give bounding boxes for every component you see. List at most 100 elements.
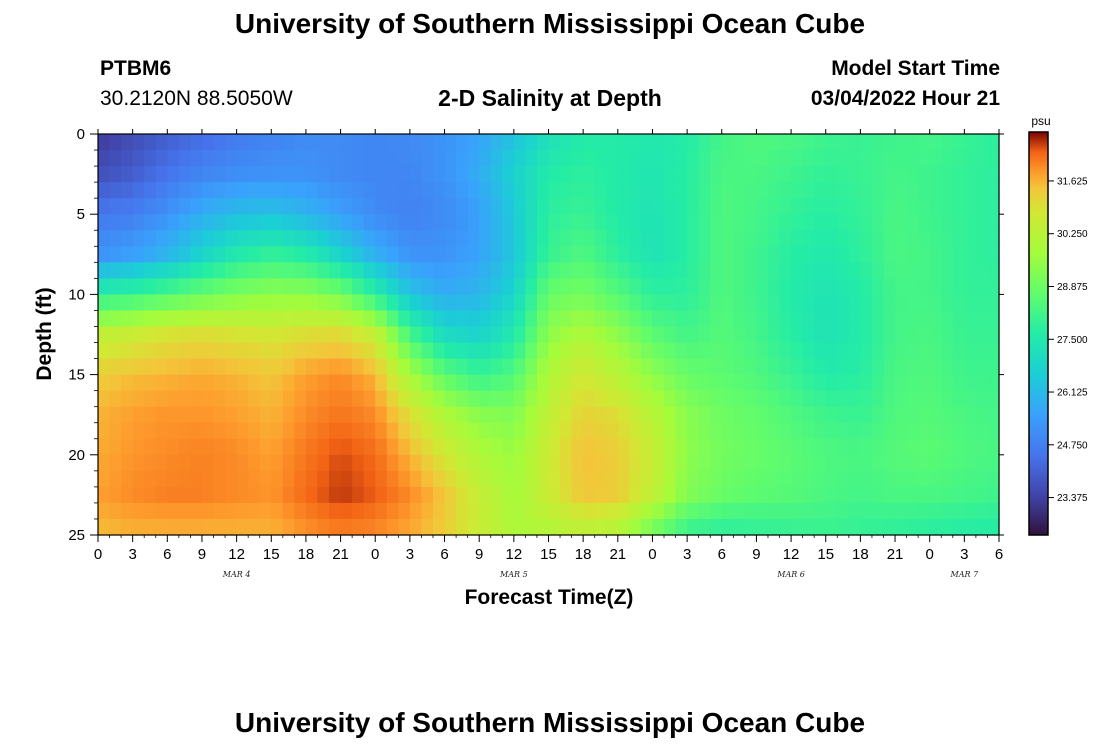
heatmap-cell [352,406,365,424]
x-tick-label: 9 [752,546,760,563]
heatmap-cell [814,310,827,328]
heatmap-cell [802,182,815,199]
heatmap-cell [571,454,584,472]
heatmap-cell [721,230,734,247]
heatmap-cell [871,454,885,472]
heatmap-cell [721,422,734,440]
heatmap-cell [386,438,399,456]
heatmap-cell [594,262,607,279]
heatmap-cell [467,262,480,279]
heatmap-cell [664,454,677,472]
heatmap-cell [201,342,215,360]
heatmap-cell [675,518,688,536]
heatmap-cell [767,390,781,408]
heatmap-cell [201,310,215,328]
heatmap-cell [155,262,168,279]
heatmap-cell [952,214,965,231]
heatmap-cell [675,230,688,247]
heatmap-cell [421,166,434,183]
heatmap-cell [236,310,249,328]
heatmap-cell [941,134,954,151]
heatmap-cell [329,342,342,360]
heatmap-cell [340,294,353,312]
heatmap-cell [698,374,711,392]
heatmap-cell [987,150,1000,167]
heatmap-cell [375,438,388,456]
heatmap-cell [502,486,515,504]
plot-title: 2-D Salinity at Depth [438,85,662,111]
heatmap-cell [791,214,804,231]
heatmap-cell [490,166,503,183]
heatmap-cell [317,150,330,167]
heatmap-cell [710,150,723,167]
heatmap-cell [871,278,885,295]
heatmap-cell [409,374,423,392]
heatmap-cell [225,358,238,376]
heatmap-cell [583,342,596,360]
heatmap-cell [167,294,180,312]
heatmap-cell [733,214,746,231]
heatmap-cell [918,262,931,279]
heatmap-cell [536,230,550,247]
heatmap-cell [733,342,746,360]
x-tick-label: 21 [332,546,349,563]
heatmap-cell [918,230,931,247]
heatmap-cell [802,262,815,279]
heatmap-cell [398,278,411,295]
heatmap-cell [340,518,353,536]
heatmap-cell [733,390,746,408]
x-tick-label: 15 [263,546,280,563]
heatmap-cell [606,150,619,167]
heatmap-cell [629,342,642,360]
heatmap-cell [594,182,607,199]
colorbar-tick-label: 24.750 [1057,440,1088,451]
heatmap-cell [767,342,781,360]
heatmap-cell [479,230,492,247]
heatmap-cell [791,406,804,424]
heatmap-cell [594,486,607,504]
heatmap-cell [444,470,457,488]
colorbar: psu 31.62530.25028.87527.50026.12524.750… [1028,114,1088,536]
heatmap-cell [444,214,457,231]
heatmap-cell [883,390,896,408]
heatmap-cell [906,182,919,199]
heatmap-cell [848,342,861,360]
heatmap-cell [975,326,989,344]
heatmap-cell [409,166,423,183]
heatmap-cell [571,486,584,504]
heatmap-cell [363,374,376,392]
heatmap-cell [98,358,111,376]
heatmap-cell [617,294,630,312]
heatmap-cell [779,470,792,488]
heatmap-cell [767,134,781,151]
heatmap-cell [710,358,723,376]
heatmap-cell [583,150,596,167]
heatmap-cell [860,438,873,456]
heatmap-cell [629,294,642,312]
heatmap-cell [456,230,469,247]
heatmap-cell [375,294,388,312]
heatmap-cell [640,326,654,344]
heatmap-cell [513,150,526,167]
heatmap-cell [352,454,365,472]
heatmap-cell [213,342,226,360]
heatmap-cell [513,454,526,472]
heatmap-cell [883,518,896,536]
heatmap-cell [409,214,423,231]
heatmap-cell [282,310,295,328]
heatmap-cell [640,406,654,424]
heatmap-cell [259,374,272,392]
heatmap-cell [918,182,931,199]
heatmap-cell [606,230,619,247]
heatmap-cell [952,342,965,360]
heatmap-cell [594,246,607,263]
heatmap-cell [964,278,977,295]
heatmap-cell [756,294,769,312]
heatmap-cell [756,198,769,215]
heatmap-cell [490,182,503,199]
heatmap-cell [733,470,746,488]
heatmap-cell [444,150,457,167]
heatmap-cell [201,198,215,215]
heatmap-cell [756,486,769,504]
heatmap-cell [409,246,423,263]
